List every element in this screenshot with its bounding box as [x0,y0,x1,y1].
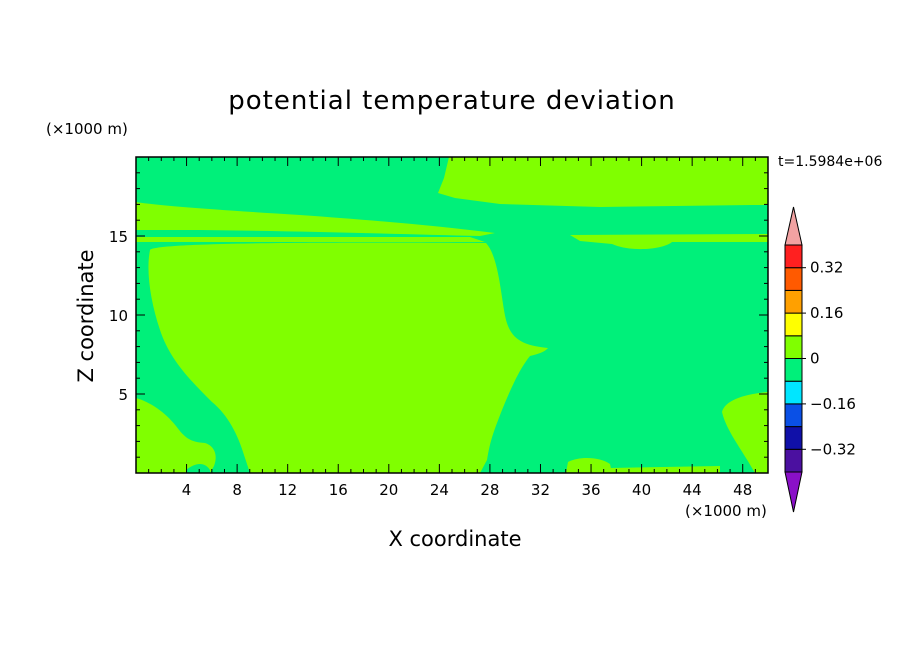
z-axis-unit: (×1000 m) [46,120,128,138]
contour-region-top-right-corner [752,157,768,205]
contour-region-bottom-speckles [320,455,720,473]
x-axis-label: X coordinate [388,527,522,551]
colorbar-level [784,426,803,450]
x-tick-label: 8 [232,481,242,499]
x-tick-label: 28 [480,481,499,499]
x-tick-label: 32 [531,481,550,499]
colorbar-under-arrow [784,471,803,513]
contour-layer-15km-strip [136,237,485,242]
colorbar-level [784,335,803,359]
colorbar-level [784,289,803,314]
x-tick-label: 48 [733,481,752,499]
contour-region-bottom-lobe [186,464,210,473]
colorbar: 0.32 0.16 0 −0.16 −0.32 [784,206,856,513]
contour-layer-15km [136,202,495,236]
colorbar-level [784,312,803,337]
colorbar-level [784,358,803,382]
contour-field [136,157,768,473]
colorbar-level [784,448,803,473]
contour-region-upper [438,157,752,207]
x-tick-label: 16 [329,481,348,499]
x-tick-label: 36 [581,481,600,499]
contour-region-lower-right [722,392,768,473]
x-tick-label: 40 [632,481,651,499]
colorbar-level [784,267,803,291]
colorbar-level [784,244,803,269]
colorbar-level [784,380,803,405]
colorbar-over-arrow [784,206,803,246]
x-tick-label: 12 [278,481,297,499]
x-axis-unit: (×1000 m) [685,502,767,520]
colorbar-tick-label: −0.32 [810,440,856,458]
contour-region-lower-left [136,398,216,473]
y-tick-label: 5 [118,386,128,404]
y-tick-label: 15 [109,228,128,246]
colorbar-level [784,403,803,428]
x-tick-label: 20 [379,481,398,499]
chart-title: potential temperature deviation [228,86,676,116]
colorbar-tick-label: −0.16 [810,395,856,413]
y-tick-label: 10 [109,307,128,325]
time-label: t=1.5984e+06 [778,154,883,170]
x-tick-label: 44 [683,481,702,499]
colorbar-tick-label: 0 [810,350,820,368]
colorbar-tick-label: 0.16 [810,304,843,322]
colorbar-tick-label: 0.32 [810,259,843,277]
x-tick-label: 4 [182,481,192,499]
contour-layer-15km-right [570,234,768,250]
contour-region-central [148,242,548,473]
x-tick-label: 24 [430,481,449,499]
